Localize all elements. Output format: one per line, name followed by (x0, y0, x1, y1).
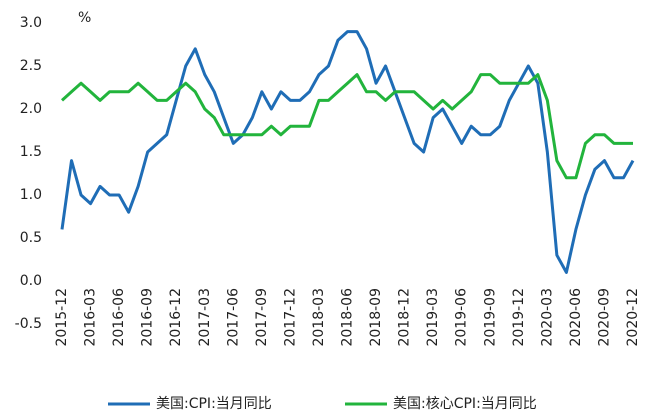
x-tick-label: 2018-06 (340, 288, 356, 347)
y-tick-label: -0.5 (15, 316, 42, 332)
x-tick-label: 2016-03 (83, 288, 99, 347)
x-tick-label: 2017-06 (225, 288, 241, 347)
x-tick-label: 2020-06 (568, 288, 584, 347)
legend-label: 美国:CPI:当月同比 (156, 396, 272, 412)
x-tick-label: 2020-09 (596, 288, 612, 347)
x-tick-label: 2016-09 (140, 288, 156, 347)
y-tick-label: 2.0 (20, 101, 42, 117)
x-tick-label: 2019-06 (454, 288, 470, 347)
x-tick-label: 2016-12 (168, 288, 184, 347)
x-tick-label: 2018-12 (397, 288, 413, 347)
unit-label: % (78, 10, 91, 26)
x-tick-label: 2016-06 (111, 288, 127, 347)
y-tick-label: 0.5 (20, 230, 42, 246)
x-tick-label: 2018-03 (311, 288, 327, 347)
y-tick-label: 3.0 (20, 15, 42, 31)
x-tick-label: 2018-09 (368, 288, 384, 347)
x-tick-label: 2020-03 (539, 288, 555, 347)
legend-label: 美国:核心CPI:当月同比 (393, 396, 537, 412)
x-tick-label: 2019-12 (511, 288, 527, 347)
x-tick-label: 2020-12 (625, 288, 641, 347)
x-tick-label: 2019-03 (425, 288, 441, 347)
y-tick-label: 1.0 (20, 187, 42, 203)
x-tick-label: 2015-12 (54, 288, 70, 347)
y-tick-label: 0.0 (20, 273, 42, 289)
x-tick-label: 2017-12 (282, 288, 298, 347)
x-tick-label: 2017-09 (254, 288, 270, 347)
y-tick-label: 1.5 (20, 144, 42, 160)
series-line (60, 73, 633, 180)
series-line (60, 30, 635, 274)
x-tick-label: 2019-09 (482, 288, 498, 347)
y-tick-label: 2.5 (20, 58, 42, 74)
x-tick-label: 2017-03 (197, 288, 213, 347)
